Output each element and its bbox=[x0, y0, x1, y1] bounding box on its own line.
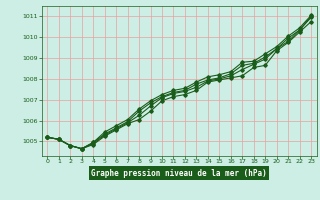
X-axis label: Graphe pression niveau de la mer (hPa): Graphe pression niveau de la mer (hPa) bbox=[91, 169, 267, 178]
